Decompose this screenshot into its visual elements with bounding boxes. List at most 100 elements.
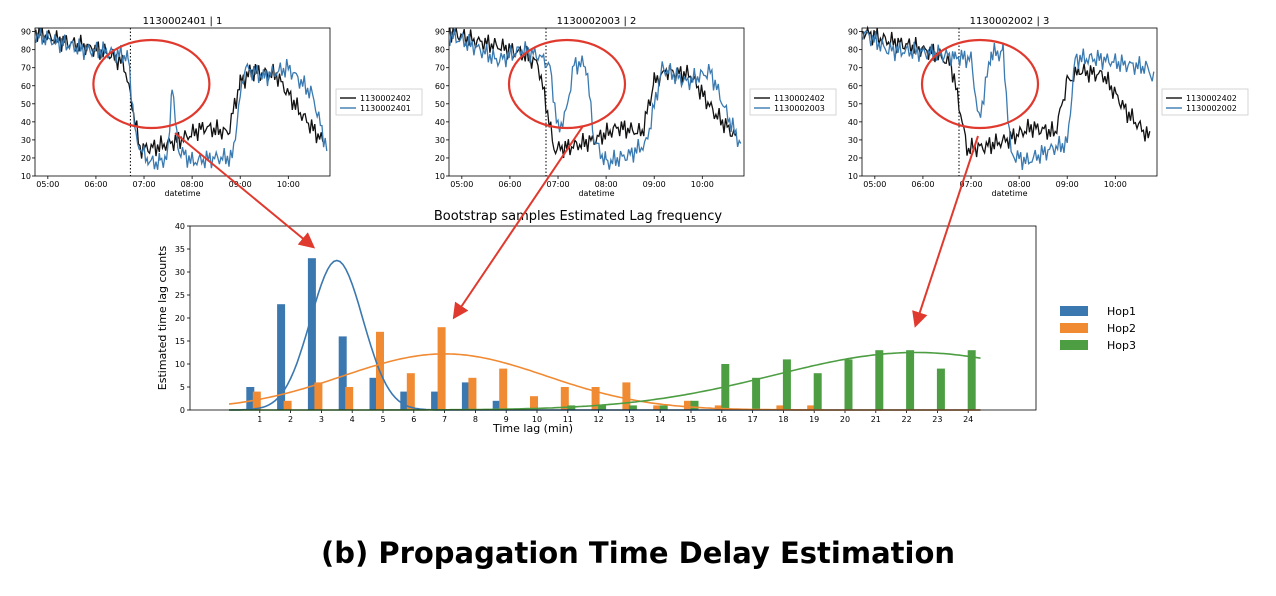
y-tick-label: 50: [21, 100, 31, 109]
annotation-arrow-3: [912, 135, 979, 328]
bar-Hop2-2: [283, 400, 292, 410]
y-tick-label: 20: [848, 154, 858, 163]
bar-Hop2-11: [560, 387, 569, 410]
highlight-circle-3: [920, 38, 1040, 130]
bar-Hop2-14: [653, 405, 662, 410]
y-tick-label: 30: [175, 268, 185, 277]
y-tick-label: 40: [21, 118, 31, 127]
x-tick-label: 19: [809, 415, 819, 424]
x-tick-label: 18: [778, 415, 788, 424]
y-tick-label: 30: [21, 136, 31, 145]
x-tick-label: 13: [624, 415, 634, 424]
x-tick-label: 11: [563, 415, 573, 424]
x-tick-label: 14: [655, 415, 665, 424]
x-tick-label: 17: [748, 415, 758, 424]
bar-Hop2-19: [807, 405, 816, 410]
subplot-title: 1130002003 | 2: [557, 16, 637, 27]
x-tick-label: 08:00: [595, 180, 618, 189]
y-tick-label: 10: [435, 172, 445, 181]
y-tick-label: 80: [435, 46, 445, 55]
bar-Hop3-15: [690, 400, 699, 410]
y-tick-label: 70: [21, 64, 31, 73]
plot-frame: [861, 27, 1158, 177]
x-tick-label: 5: [380, 415, 385, 424]
chart-title: Bootstrap samples Estimated Lag frequenc…: [434, 209, 723, 224]
y-tick-label: 30: [435, 136, 445, 145]
series-line-1130002402: [449, 27, 738, 158]
bar-Hop3-14: [659, 405, 668, 410]
series-line-1130002401: [35, 27, 328, 170]
x-tick-label: 23: [932, 415, 942, 424]
legend-label: 1130002402: [774, 94, 825, 103]
bar-Hop1-3: [307, 258, 316, 410]
bar-Hop1-8: [461, 382, 470, 410]
legend-swatch-Hop3: [1060, 340, 1088, 350]
y-tick-label: 70: [848, 64, 858, 73]
x-tick-label: 2: [288, 415, 293, 424]
x-tick-label: 24: [963, 415, 973, 424]
x-tick-label: 10: [532, 415, 542, 424]
highlight-circle-1: [92, 38, 211, 130]
x-tick-label: 8: [473, 415, 478, 424]
legend-label-Hop3: Hop3: [1107, 339, 1136, 352]
y-tick-label: 80: [848, 46, 858, 55]
figure-caption: (b) Propagation Time Delay Estimation: [320, 536, 956, 570]
x-tick-label: 1: [257, 415, 262, 424]
x-tick-label: 10:00: [277, 180, 300, 189]
legend-box: [1161, 88, 1249, 116]
plot-frame: [448, 27, 745, 177]
y-tick-label: 20: [175, 314, 185, 323]
x-tick-label: 05:00: [450, 180, 473, 189]
series-line-1130002002: [862, 30, 1155, 170]
y-tick-label: 90: [848, 28, 858, 37]
x-tick-label: 07:00: [546, 180, 569, 189]
y-tick-label: 30: [848, 136, 858, 145]
bar-Hop2-15: [684, 400, 692, 410]
x-tick-label: 16: [717, 415, 727, 424]
bar-Hop2-16: [714, 405, 723, 410]
bar-Hop3-20: [844, 359, 853, 410]
y-tick-label: 10: [21, 172, 31, 181]
bar-Hop2-13: [622, 382, 631, 410]
subplot-3: 1130002002 | 3 10 20 30 40 50 60 70 80 90 05:00 06:…: [848, 16, 1249, 198]
annotation-arrow-1: [174, 132, 316, 249]
legend-swatch-Hop1: [1060, 306, 1088, 316]
x-tick-label: 09:00: [643, 180, 666, 189]
x-axis-label: datetime: [991, 189, 1027, 198]
y-tick-label: 80: [21, 46, 31, 55]
y-tick-label: 20: [21, 154, 31, 163]
x-tick-label: 12: [594, 415, 604, 424]
x-tick-label: 20: [840, 415, 850, 424]
x-tick-label: 09:00: [229, 180, 252, 189]
x-tick-label: 3: [319, 415, 324, 424]
bar-Hop2-1: [252, 391, 261, 410]
bar-Hop2-10: [530, 396, 538, 410]
bar-Hop3-13: [628, 405, 637, 410]
subplot-title: 1130002002 | 3: [970, 16, 1050, 27]
legend-label: 1130002003: [774, 104, 825, 113]
bar-Hop2-3: [314, 382, 323, 410]
x-tick-label: 9: [504, 415, 509, 424]
x-tick-label: 4: [350, 415, 355, 424]
bar-Hop1-5: [369, 377, 378, 410]
bar-Hop1-7: [431, 391, 440, 410]
x-tick-label: 7: [442, 415, 447, 424]
series-line-1130002003: [449, 28, 742, 170]
legend-label-Hop1: Hop1: [1107, 305, 1136, 318]
bar-Hop2-7: [437, 327, 446, 410]
y-tick-label: 0: [180, 406, 185, 415]
bar-Hop3-23: [936, 368, 945, 410]
subplot-2: 1130002003 | 2 10 20 30 40 50 60 70 80 90 05:00 06:…: [435, 16, 837, 198]
x-axis-label: datetime: [164, 189, 200, 198]
legend-label: 1130002401: [360, 104, 411, 113]
bar-Hop3-24: [967, 350, 976, 410]
bar-Hop1-6: [400, 391, 409, 410]
x-tick-label: 10:00: [691, 180, 714, 189]
bar-Hop3-19: [813, 373, 822, 410]
y-tick-label: 40: [435, 118, 445, 127]
x-tick-label: 09:00: [1056, 180, 1079, 189]
subplot-1: 1130002401 | 1 10 20 30 40 50 60 70 80 90 05:00 06:…: [21, 16, 423, 198]
y-tick-label: 20: [435, 154, 445, 163]
